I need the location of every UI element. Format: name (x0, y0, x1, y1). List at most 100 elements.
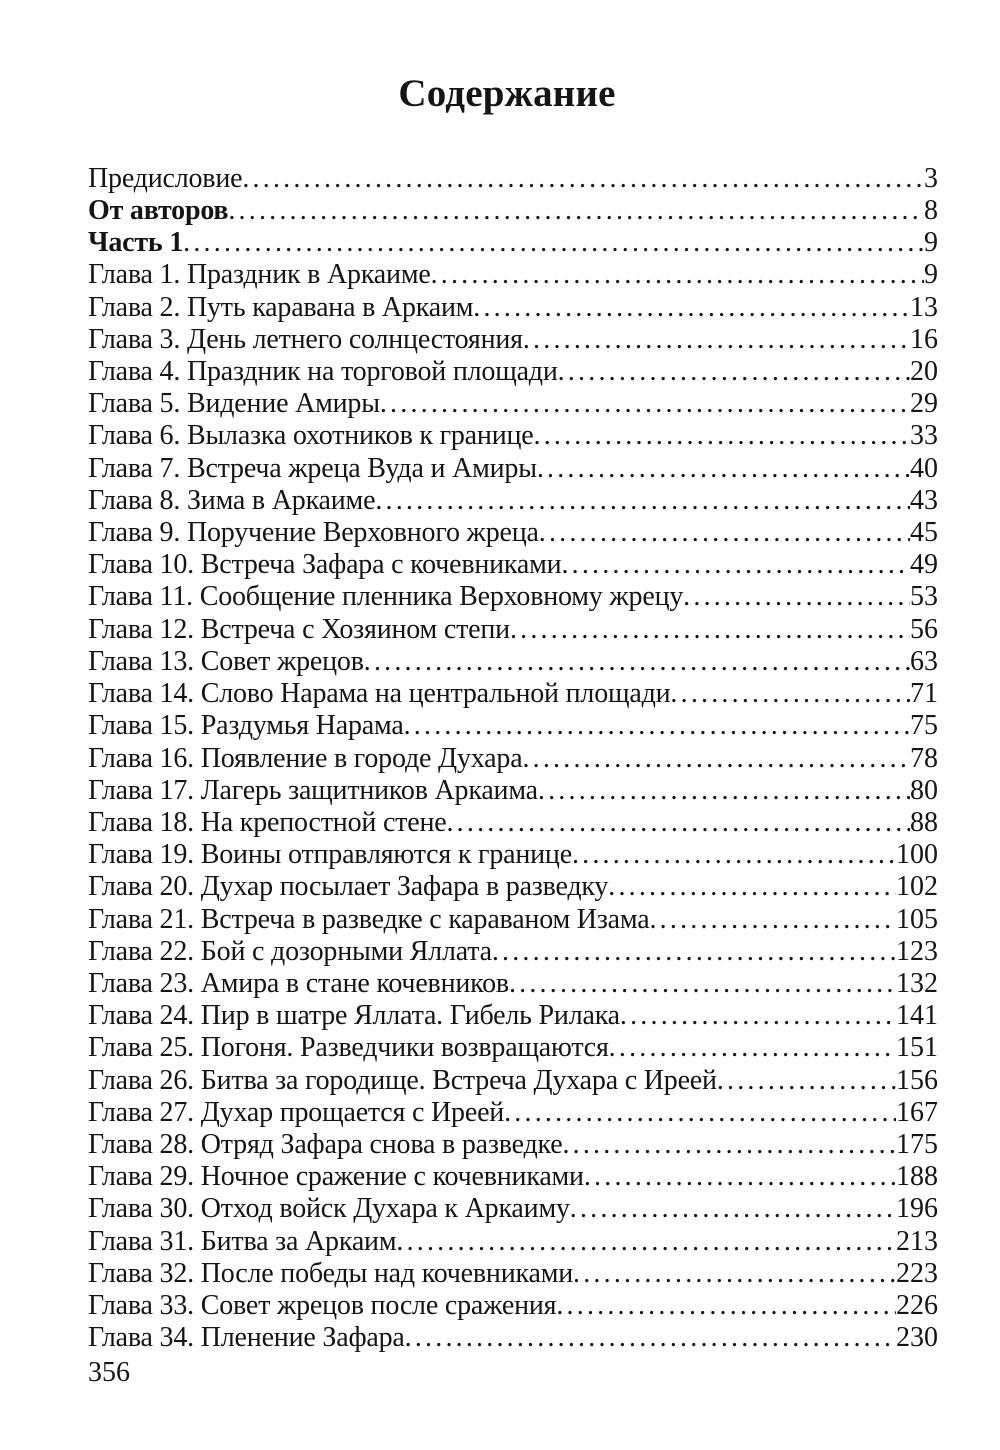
toc-entry: Предисловие 3 (88, 163, 938, 195)
toc-entry-title: Глава 26. Битва за городище. Встреча Дух… (88, 1064, 717, 1096)
toc-entry-title: Глава 31. Битва за Аркаим (88, 1225, 397, 1257)
toc-dot-leader (228, 195, 924, 227)
toc-dot-leader (431, 259, 924, 291)
toc-dot-leader (375, 485, 910, 517)
toc-entry-title: Глава 8. Зима в Аркаиме (88, 484, 376, 516)
toc-entry-title: Глава 1. Праздник в Аркаиме (88, 259, 431, 291)
toc-dot-leader (396, 1226, 896, 1258)
toc-entry-title: Глава 17. Лагерь защитников Аркаима (88, 774, 538, 806)
toc-entry-page: 230 (896, 1322, 938, 1354)
toc-entry: От авторов 8 (88, 195, 938, 227)
toc-entry: Глава 5. Видение Амиры 29 (88, 388, 938, 420)
toc-entry: Глава 17. Лагерь защитников Аркаима 80 (88, 775, 938, 807)
toc-entry-page: 78 (910, 742, 938, 774)
toc-dot-leader (558, 356, 910, 388)
toc-entry-page: 45 (910, 517, 938, 549)
toc-dot-leader (561, 549, 910, 581)
toc-entry-title: Глава 10. Встреча Зафара с кочевниками (88, 549, 562, 581)
toc-entry-title: Глава 2. Путь каравана в Аркаим (88, 291, 474, 323)
toc-entry-page: 29 (910, 388, 938, 420)
toc-dot-leader (523, 324, 910, 356)
toc-entry: Глава 2. Путь каравана в Аркаим 13 (88, 292, 938, 324)
toc-entry: Глава 10. Встреча Зафара с кочевниками 4… (88, 549, 938, 581)
toc-entry: Глава 20. Духар посылает Зафара в развед… (88, 871, 938, 903)
toc-entry: Часть 1 9 (88, 227, 938, 259)
toc-entry: Глава 16. Появление в городе Духара 78 (88, 743, 938, 775)
toc-entry: Глава 28. Отряд Зафара снова в разведке … (88, 1129, 938, 1161)
toc-dot-leader (534, 420, 911, 452)
toc-entry-title: Глава 23. Амира в стане кочевников (88, 967, 509, 999)
toc-entry-page: 9 (924, 259, 938, 291)
toc-entry: Глава 27. Духар прощается с Иреей 167 (88, 1097, 938, 1129)
toc-entry: Глава 18. На крепостной стене 88 (88, 807, 938, 839)
toc-dot-leader (584, 1161, 896, 1193)
toc-entry-title: Глава 11. Сообщение пленника Верховному … (88, 581, 684, 613)
toc-entry-title: Глава 14. Слово Нарама на центральной пл… (88, 678, 671, 710)
toc-entry-page: 123 (896, 935, 938, 967)
toc-dot-leader (364, 646, 910, 678)
toc-entry: Глава 13. Совет жрецов 63 (88, 646, 938, 678)
toc-dot-leader (609, 1032, 896, 1064)
toc-entry-title: Глава 15. Раздумья Нарама (88, 710, 404, 742)
toc-entry-page: 13 (910, 291, 938, 323)
toc-entry: Глава 7. Встреча жреца Вуда и Амиры 40 (88, 453, 938, 485)
toc-entry-page: 71 (910, 678, 938, 710)
toc-entry-title: Глава 29. Ночное сражение с кочевниками (88, 1161, 584, 1193)
toc-entry-page: 56 (910, 613, 938, 645)
toc-entry-page: 188 (896, 1161, 938, 1193)
folio-page-number: 356 (88, 1357, 130, 1389)
toc-entry-title: Глава 9. Поручение Верховного жреца (88, 517, 539, 549)
toc-entry-title: Глава 27. Духар прощается с Иреей (88, 1096, 505, 1128)
toc-entry: Глава 14. Слово Нарама на центральной пл… (88, 678, 938, 710)
toc-entry-page: 156 (896, 1064, 938, 1096)
toc-dot-leader (683, 581, 910, 613)
toc-entry-page: 80 (910, 774, 938, 806)
toc-entry: Глава 34. Пленение Зафара 230 (88, 1322, 938, 1354)
toc-entry-page: 167 (896, 1096, 938, 1128)
toc-entry: Глава 1. Праздник в Аркаиме 9 (88, 259, 938, 291)
toc-entry-title: Глава 24. Пир в шатре Яллата. Гибель Рил… (88, 1000, 620, 1032)
toc-entry: Глава 6. Вылазка охотников к границе 33 (88, 420, 938, 452)
toc-entry-title: Глава 21. Встреча в разведке с караваном… (88, 903, 650, 935)
toc-entry: Глава 8. Зима в Аркаиме 43 (88, 485, 938, 517)
toc-entry: Глава 19. Воины отправляются к границе 1… (88, 839, 938, 871)
toc-entry-page: 49 (910, 549, 938, 581)
toc-entry: Глава 3. День летнего солнцестояния 16 (88, 324, 938, 356)
toc-entry-title: Глава 22. Бой с дозорными Яллата (88, 935, 492, 967)
toc-dot-leader (556, 1290, 896, 1322)
toc-entry-title: Глава 25. Погоня. Разведчики возвращаютс… (88, 1032, 609, 1064)
toc-dot-leader (570, 1193, 896, 1225)
toc-entry: Глава 15. Раздумья Нарама 75 (88, 710, 938, 742)
toc-entry-title: Глава 34. Пленение Зафара (88, 1322, 405, 1354)
toc-entry: Глава 21. Встреча в разведке с караваном… (88, 904, 938, 936)
toc-entry-title: Глава 19. Воины отправляются к границе (88, 839, 572, 871)
toc-entry: Глава 30. Отход войск Духара к Аркаиму 1… (88, 1193, 938, 1225)
toc-entry-page: 40 (910, 452, 938, 484)
toc-dot-leader (538, 775, 910, 807)
toc-entry-title: Глава 13. Совет жрецов (88, 645, 364, 677)
toc-entry-page: 9 (924, 227, 938, 259)
toc-entry-title: Предисловие (88, 162, 243, 194)
toc-entry-page: 196 (896, 1193, 938, 1225)
toc-entry: Глава 29. Ночное сражение с кочевниками … (88, 1161, 938, 1193)
toc-entry-title: Глава 28. Отряд Зафара снова в разведке (88, 1128, 563, 1160)
toc-entry-title: Глава 5. Видение Амиры (88, 388, 380, 420)
toc-dot-leader (573, 1258, 896, 1290)
toc-dot-leader (608, 871, 896, 903)
toc-entry: Глава 32. После победы над кочевниками 2… (88, 1258, 938, 1290)
toc-entry: Глава 31. Битва за Аркаим 213 (88, 1226, 938, 1258)
toc-entry-title: Глава 32. После победы над кочевниками (88, 1257, 574, 1289)
toc-entry-page: 8 (924, 195, 938, 227)
toc-dot-leader (242, 163, 924, 195)
toc-entry-title: Глава 12. Встреча с Хозяином степи (88, 613, 510, 645)
toc-entry-page: 16 (910, 323, 938, 355)
toc-entry-page: 63 (910, 645, 938, 677)
toc-dot-leader (562, 1129, 896, 1161)
toc-entry-page: 102 (896, 871, 938, 903)
toc-entry: Глава 25. Погоня. Разведчики возвращаютс… (88, 1032, 938, 1064)
toc-dot-leader (539, 517, 910, 549)
toc-dot-leader (620, 1000, 896, 1032)
toc-entry: Глава 22. Бой с дозорными Яллата 123 (88, 936, 938, 968)
toc-entry-page: 3 (924, 162, 938, 194)
